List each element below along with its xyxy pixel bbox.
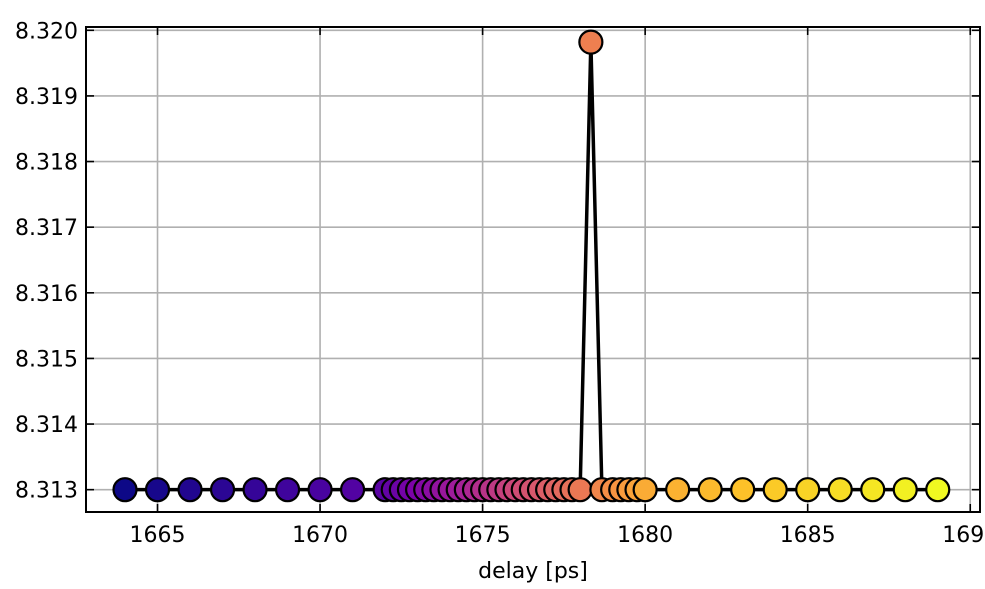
data-point [730,477,756,503]
x-tick-label: 1680 [617,523,673,548]
y-tick-label: 8.317 [15,216,78,241]
data-point [274,477,301,503]
data-point [209,477,236,503]
data-point [112,477,138,503]
data-point [177,477,203,503]
data-points [112,29,951,503]
y-tick-label: 8.316 [15,282,78,307]
data-point [697,477,723,503]
axis-ticks: 1665 1670 1675 1680 1685 1690 8.313 8.314 8.315 8… [15,19,985,548]
data-point [632,477,658,503]
y-tick-label: 8.318 [15,151,78,176]
plot-frame [85,26,981,513]
x-tick-label: 1685 [780,523,836,548]
y-tick-label: 8.320 [15,19,78,44]
data-point [762,477,788,503]
y-tick-label: 8.319 [15,85,78,110]
data-point [827,477,853,503]
data-point [339,477,366,503]
y-tick-label: 8.315 [15,347,78,372]
data-point [860,477,886,503]
x-tick-label: 1670 [292,523,348,548]
x-tick-label: 1665 [130,523,186,548]
data-point [567,477,593,503]
x-tick-label: 1690 [942,523,985,548]
data-point [242,477,268,503]
data-point [665,477,691,503]
data-point [795,477,821,503]
data-point [307,477,333,503]
data-point [578,29,604,55]
data-point [144,477,171,503]
data-point [925,477,951,503]
y-tick-label: 8.314 [15,413,78,438]
x-axis-label: delay [ps] [478,559,588,584]
y-tick-label: 8.313 [15,479,78,504]
x-tick-label: 1675 [455,523,511,548]
data-point [892,477,918,503]
grid-lines [86,27,980,512]
